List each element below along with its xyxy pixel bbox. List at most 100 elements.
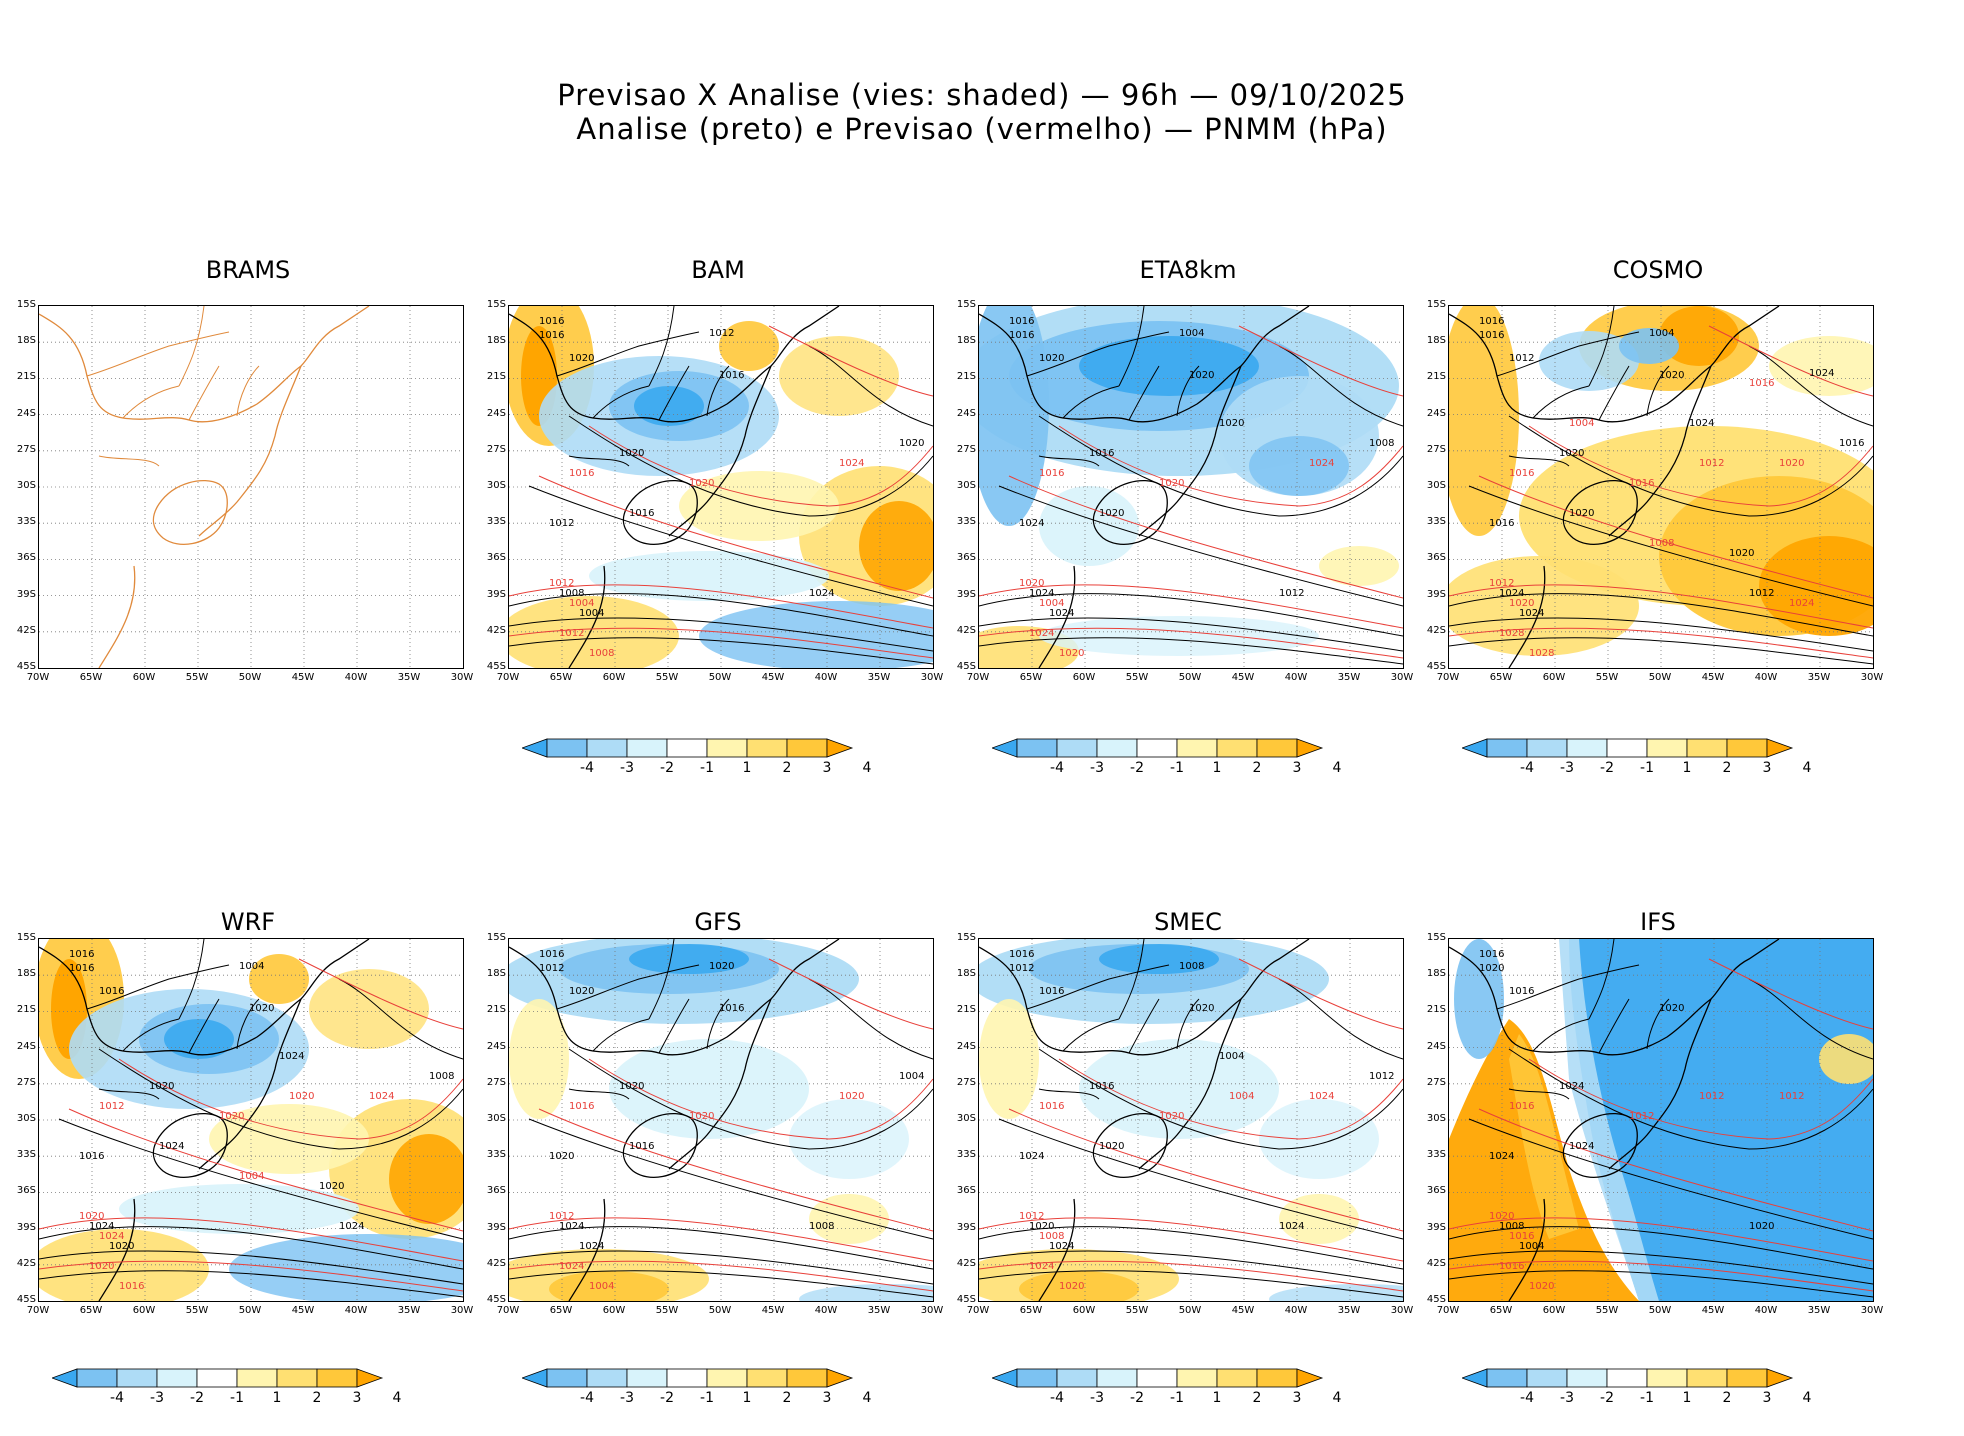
isobar-label-analysis: 1020: [1029, 1221, 1054, 1232]
lon-tick-label: 65W: [79, 1305, 103, 1316]
colorbar-tick-label: 4: [1332, 1390, 1342, 1406]
colorbar-tick-label: -1: [230, 1390, 244, 1406]
isobar-label-forecast: 1016: [1749, 378, 1774, 389]
lat-tick-label: 15S: [1426, 299, 1446, 310]
lon-tick-label: 55W: [1595, 672, 1619, 683]
isobar-label-analysis: 1012: [1009, 963, 1034, 974]
isobar-label-analysis: 1012: [539, 963, 564, 974]
lon-tick-label: 60W: [132, 672, 156, 683]
lon-tick-label: 50W: [1648, 1305, 1672, 1316]
isobar-label-forecast: 1008: [589, 648, 614, 659]
colorbar-extend-high: [1766, 738, 1794, 758]
isobar-label-forecast: 1020: [289, 1091, 314, 1102]
isobar-label-analysis: 1020: [1039, 353, 1064, 364]
isobar-label-forecast: 1004: [589, 1281, 614, 1292]
colorbar-segment: [116, 1368, 158, 1388]
colorbar-segment: [1726, 1368, 1768, 1388]
lat-tick-label: 21S: [1426, 371, 1446, 383]
colorbar-extend-low: [520, 1368, 548, 1388]
lon-tick-label: 45W: [761, 1305, 785, 1316]
figure-title-line-2: Analise (preto) e Previsao (vermelho) — …: [576, 112, 1388, 146]
colorbar-segment: [546, 1368, 588, 1388]
lon-tick-label: 40W: [344, 672, 368, 683]
lat-tick-label: 36S: [1426, 552, 1446, 564]
colorbar-extend-high: [826, 1368, 854, 1388]
colorbar-tick-label: -4: [1050, 1390, 1064, 1406]
isobar-label-forecast: 1020: [1059, 648, 1084, 659]
isobar-label-analysis: 1016: [79, 1151, 104, 1162]
lat-tick-label: 24S: [16, 407, 36, 419]
lat-tick-label: 42S: [1426, 624, 1446, 636]
lat-tick-label: 33S: [956, 1149, 976, 1161]
colorbar-tick-label: -1: [700, 760, 714, 776]
colorbar-tick-label: 2: [312, 1390, 322, 1406]
lat-tick-label: 27S: [1426, 443, 1446, 455]
lat-tick-label: 33S: [486, 1149, 506, 1161]
lon-tick-label: 60W: [1542, 1305, 1566, 1316]
lon-tick-label: 45W: [1231, 1305, 1255, 1316]
lat-tick-label: 30S: [486, 480, 506, 491]
colorbar-segment: [1216, 1368, 1258, 1388]
colorbar-gfs: -4 -3 -2 -1 1 2 3 4: [520, 1366, 932, 1412]
colorbar-bam: -4 -3 -2 -1 1 2 3 4: [520, 736, 932, 782]
lat-tick-label: 45S: [1426, 1294, 1446, 1305]
isobar-label-forecast: 1012: [99, 1101, 124, 1112]
colorbar-segment: [236, 1368, 278, 1388]
isobar-label-forecast: 1020: [1159, 478, 1184, 489]
colorbar-segment: [1056, 738, 1098, 758]
lon-tick-label: 70W: [966, 672, 990, 683]
isobar-label-analysis: 1020: [899, 438, 924, 449]
isobar-label-forecast: 1020: [1159, 1111, 1184, 1122]
colorbar-tick-label: -2: [1600, 760, 1614, 776]
map-panel-gfs: 1016 1012 1020 1016 1020 1016 1020 1024 1024 1008…: [508, 938, 934, 1302]
colorbar-segment: [1486, 738, 1528, 758]
colorbar-tick-label: -4: [580, 760, 594, 776]
lat-tick-label: 18S: [486, 335, 506, 347]
colorbar-tick-label: 3: [1292, 760, 1302, 776]
isobar-label-analysis: 1016: [1009, 949, 1034, 960]
lon-tick-label: 40W: [344, 1305, 368, 1316]
isobar-label-analysis: 1012: [1749, 588, 1774, 599]
colorbar-segment: [586, 738, 628, 758]
lat-tick-label: 30S: [956, 480, 976, 491]
isobar-label-analysis: 1024: [1569, 1141, 1594, 1152]
colorbar-tick-label: -1: [1640, 1390, 1654, 1406]
lon-tick-label: 60W: [602, 672, 626, 683]
isobar-label-forecast: 1024: [1029, 628, 1054, 639]
lat-tick-label: 24S: [486, 407, 506, 419]
isobar-label-forecast: 1012: [1699, 1091, 1724, 1102]
isobar-label-forecast: 1028: [1529, 648, 1554, 659]
lat-tick-label: 24S: [956, 1040, 976, 1052]
lon-tick-label: 60W: [602, 1305, 626, 1316]
colorbar-tick-label: 1: [272, 1390, 282, 1406]
isobar-label-analysis: 1020: [549, 1151, 574, 1162]
isobar-label-analysis: 1004: [1179, 328, 1204, 339]
lon-tick-label: 50W: [708, 672, 732, 683]
lon-tick-label: 65W: [1489, 1305, 1513, 1316]
lon-tick-label: 70W: [496, 672, 520, 683]
colorbar-segment: [1686, 738, 1728, 758]
isobar-label-forecast: 1016: [1509, 468, 1534, 479]
panel-title-smec: SMEC: [1154, 908, 1222, 936]
colorbar-segment: [1176, 1368, 1218, 1388]
lat-tick-label: 42S: [956, 624, 976, 636]
lon-tick-label: 40W: [1284, 672, 1308, 683]
isobar-label-analysis: 1024: [279, 1051, 304, 1062]
lon-tick-label: 30W: [450, 672, 474, 683]
isobar-label-analysis: 1020: [1189, 370, 1214, 381]
colorbar-tick-label: 3: [1292, 1390, 1302, 1406]
isobar-label-forecast: 1020: [1059, 1281, 1084, 1292]
lat-tick-label: 45S: [486, 661, 506, 672]
lat-tick-label: 39S: [956, 1221, 976, 1233]
colorbar-tick-label: -1: [700, 1390, 714, 1406]
lon-tick-label: 50W: [1178, 1305, 1202, 1316]
lon-tick-label: 70W: [1436, 672, 1460, 683]
lat-tick-label: 18S: [16, 968, 36, 980]
lat-tick-label: 24S: [1426, 407, 1446, 419]
lat-tick-label: 15S: [16, 299, 36, 310]
colorbar-segment: [1136, 738, 1178, 758]
colorbar-segment: [276, 1368, 318, 1388]
colorbar-extend-high: [356, 1368, 384, 1388]
isobar-label-analysis: 1016: [539, 949, 564, 960]
lon-tick-label: 65W: [1489, 672, 1513, 683]
